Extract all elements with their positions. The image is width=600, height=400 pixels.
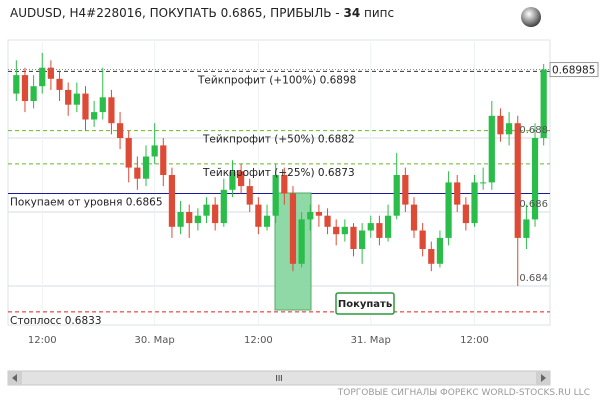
level-label: Тейкпрофит (+50%) 0.6882 bbox=[202, 134, 355, 146]
candle-body bbox=[410, 204, 418, 231]
level-label: Покупаем от уровня 0.6865 bbox=[10, 197, 163, 209]
candle-body bbox=[393, 175, 400, 216]
candle-body bbox=[376, 223, 383, 238]
candle-body bbox=[402, 175, 409, 205]
x-tick-label: 12:00 bbox=[28, 335, 57, 346]
candle-body bbox=[281, 175, 288, 194]
candle-body bbox=[91, 112, 98, 120]
candle-body bbox=[125, 138, 132, 168]
candle-body bbox=[419, 230, 426, 249]
candle-body bbox=[13, 75, 20, 94]
candle-body bbox=[523, 219, 530, 238]
candle-body bbox=[514, 123, 521, 238]
candle-body bbox=[203, 204, 210, 216]
candle-body bbox=[454, 182, 461, 205]
candle-body bbox=[82, 93, 89, 120]
candle-body bbox=[436, 237, 444, 264]
candle-body bbox=[341, 226, 348, 235]
candle-body bbox=[289, 193, 297, 264]
candle-body bbox=[229, 171, 236, 190]
candle-body bbox=[471, 182, 478, 224]
candle-body bbox=[445, 182, 452, 238]
current-price-box bbox=[549, 62, 599, 78]
candle-body bbox=[505, 123, 513, 135]
x-tick-label: 12:00 bbox=[460, 335, 489, 346]
candle-body bbox=[367, 223, 374, 231]
candle-body bbox=[428, 249, 435, 264]
x-tick-label: 30. Мар bbox=[135, 335, 175, 346]
candle-body bbox=[480, 182, 487, 184]
candle-body bbox=[237, 171, 245, 187]
current-price-label: 0.68985 bbox=[552, 65, 595, 77]
profit: 34 bbox=[343, 6, 360, 20]
level-label: Стоплосс 0.6833 bbox=[10, 315, 102, 327]
y-tick-label: 0.688 bbox=[519, 125, 548, 136]
y-tick-label: 0.684 bbox=[519, 273, 548, 284]
candle-body bbox=[307, 212, 314, 220]
candle-body bbox=[151, 145, 158, 157]
candle-body bbox=[263, 215, 271, 227]
candle-body bbox=[350, 226, 357, 249]
candle-body bbox=[333, 226, 340, 235]
footer: ТОРГОВЫЕ СИГНАЛЫ ФОРЕКС WORLD-STOCKS.RU … bbox=[337, 388, 590, 398]
candle-body bbox=[497, 115, 504, 135]
candle-body bbox=[142, 156, 150, 179]
candle-body bbox=[315, 212, 323, 216]
candle-body bbox=[359, 230, 366, 249]
candle-body bbox=[56, 78, 63, 90]
level-label: Тейкпрофит (+25%) 0.6873 bbox=[202, 167, 355, 179]
candle-body bbox=[116, 123, 124, 138]
candle-body bbox=[212, 204, 219, 224]
signal-box bbox=[335, 292, 395, 315]
globe-icon[interactable] bbox=[521, 7, 541, 27]
candle-body bbox=[108, 97, 115, 124]
candle-body bbox=[272, 175, 279, 216]
candle-body bbox=[168, 175, 176, 227]
plot-frame bbox=[7, 39, 551, 326]
signal-label: Покупать bbox=[338, 299, 392, 310]
candle-body bbox=[384, 215, 392, 238]
candle-body bbox=[21, 75, 29, 101]
candle-body bbox=[531, 138, 539, 220]
x-tick-label: 31. Мар bbox=[351, 335, 391, 346]
candle-body bbox=[488, 115, 495, 183]
title-prefix: AUDUSD, H4#228016, ПОКУПАТЬ 0.6865, ПРИБ… bbox=[10, 6, 340, 20]
candle-body bbox=[462, 204, 469, 224]
y-tick-label: 0.686 bbox=[519, 199, 548, 210]
candle-body bbox=[177, 212, 184, 227]
candle-body bbox=[39, 67, 46, 87]
candle-body bbox=[73, 93, 80, 105]
candle-body bbox=[186, 212, 193, 224]
candle-body bbox=[246, 186, 253, 205]
title-suffix: пипс bbox=[364, 6, 394, 20]
candle-body bbox=[324, 215, 331, 227]
candle-body bbox=[160, 145, 167, 175]
candle-body bbox=[65, 89, 72, 105]
candle-body bbox=[134, 167, 141, 179]
candle-body bbox=[194, 215, 201, 224]
candle-body bbox=[540, 69, 547, 138]
x-tick-label: 12:00 bbox=[244, 335, 273, 346]
scroll-grip: III bbox=[275, 374, 282, 383]
candle-body bbox=[30, 86, 37, 101]
candle-body bbox=[47, 67, 55, 79]
candle-body bbox=[298, 219, 305, 264]
level-label: Тейкпрофит (+100%) 0.6898 bbox=[197, 74, 356, 86]
candle-body bbox=[255, 204, 262, 227]
title: AUDUSD, H4#228016, ПОКУПАТЬ 0.6865, ПРИБ… bbox=[10, 6, 394, 20]
candle-body bbox=[99, 97, 106, 113]
candle-body bbox=[220, 189, 227, 224]
